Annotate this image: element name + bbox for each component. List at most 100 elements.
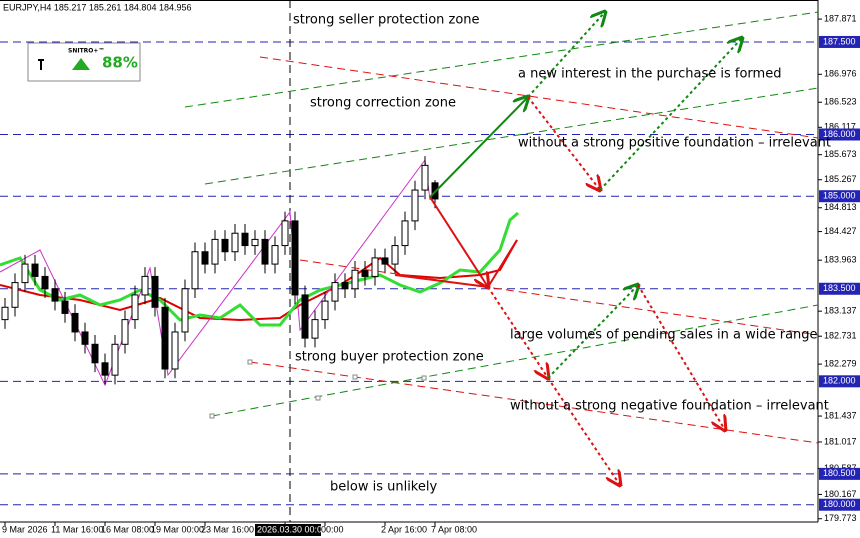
indicator-trend <box>72 58 90 70</box>
y-tick-label: 180.167 <box>824 489 857 499</box>
forecast-arrow <box>394 274 489 288</box>
y-tick-label: 184.427 <box>824 226 857 236</box>
candle-body <box>11 282 19 308</box>
forecast-arrow <box>487 239 518 288</box>
anchor <box>209 413 215 419</box>
candle-body <box>191 251 199 290</box>
candle-body <box>151 275 159 308</box>
level-label: 182.000 <box>823 376 856 386</box>
candle-body <box>301 294 309 339</box>
y-tick-label: 185.267 <box>824 174 857 184</box>
level-label: 180.000 <box>823 499 856 509</box>
x-tick-label: 23 Mar 16:00 <box>201 524 254 534</box>
x-tick-label: 2026.03.30 00:00 <box>257 524 327 534</box>
candle-body <box>421 164 429 191</box>
annotation: large volumes of pending sales in a wide… <box>510 328 818 343</box>
candle-body <box>361 269 369 277</box>
candle-body <box>41 275 49 290</box>
anchor <box>315 395 321 401</box>
y-tick-label: 181.017 <box>824 436 857 446</box>
trend-line <box>184 11 819 108</box>
candle-body <box>381 257 389 265</box>
y-tick-label: 182.279 <box>824 358 857 368</box>
level-label: 186.000 <box>823 129 856 139</box>
level-label-bg <box>819 498 860 511</box>
candle-body <box>231 232 239 253</box>
indicator-value: 88% <box>102 54 138 72</box>
candle-body <box>141 275 149 296</box>
candle-body <box>121 319 129 345</box>
y-tick-label: 183.963 <box>824 255 857 265</box>
y-tick-label: 186.523 <box>824 97 857 107</box>
trend-line <box>211 304 819 417</box>
anchor <box>421 375 427 381</box>
candle-body <box>401 220 409 247</box>
level-label-bg <box>819 467 860 480</box>
candle-body <box>171 331 179 370</box>
y-tick-label: 186.976 <box>824 69 857 79</box>
candle-body <box>181 288 189 333</box>
level-label-bg <box>819 282 860 295</box>
trend-line <box>299 259 819 336</box>
level-label-bg <box>819 128 860 141</box>
candle-body <box>291 220 299 296</box>
candle-body <box>91 343 99 364</box>
symbol-header: EURJPY,H4 185.217 185.261 184.804 184.95… <box>3 2 192 12</box>
indicator-icon <box>38 59 44 70</box>
candle-body <box>81 331 89 345</box>
ichimoku-span-a <box>0 211 519 327</box>
level-label: 180.500 <box>823 468 856 478</box>
candle-body <box>391 245 399 265</box>
level-label-bg <box>819 375 860 388</box>
candle-body <box>111 343 119 376</box>
anchor <box>247 359 253 365</box>
candle-body <box>341 282 349 290</box>
ichimoku-span-b <box>0 239 518 322</box>
candle-body <box>1 306 9 321</box>
annotation: below is unlikely <box>330 480 437 495</box>
annotation: without a strong positive foundation – i… <box>518 136 831 151</box>
candle-body <box>271 245 279 265</box>
level-label: 183.500 <box>823 283 856 293</box>
forecast-arrow <box>429 196 488 287</box>
y-tick-label: 181.437 <box>824 410 857 420</box>
level-label: 187.500 <box>823 36 856 46</box>
candle-body <box>411 189 419 222</box>
forecast-arrow <box>527 96 600 190</box>
candle-body <box>351 269 359 290</box>
y-tick-label: 179.773 <box>824 513 857 523</box>
forecast-arrow <box>637 284 725 430</box>
trend-line <box>249 361 819 444</box>
y-tick-label: 183.137 <box>824 306 857 316</box>
candle-body <box>251 238 259 247</box>
indicator-name: SNITRO+™ <box>68 48 104 55</box>
y-tick-label: 187.871 <box>824 13 857 23</box>
x-tick-label: 11 Mar 16:00 <box>51 524 103 534</box>
candle-body <box>311 319 319 339</box>
candle-body <box>51 288 59 302</box>
annotation: without a strong negative foundation – i… <box>510 399 829 414</box>
forecast-arrow <box>487 286 548 378</box>
candle-body <box>371 257 379 277</box>
x-tick-label: 7 Apr 08:00 <box>431 524 477 534</box>
candle-body <box>331 282 339 302</box>
candle-body <box>131 294 139 321</box>
forecast-arrow <box>599 38 742 191</box>
candle-body <box>281 220 289 247</box>
level-label-bg <box>819 190 860 203</box>
y-tick-label: 186.117 <box>824 122 856 132</box>
candle-body <box>321 300 329 321</box>
candle-body <box>161 306 169 370</box>
zigzag <box>0 158 431 387</box>
x-tick-label: 00:00 <box>321 524 344 534</box>
candle-body <box>201 251 209 265</box>
candle-body <box>211 238 219 265</box>
forecast-arrow <box>527 12 605 98</box>
level-label-bg <box>819 35 860 48</box>
x-tick-label-bg <box>255 524 321 536</box>
x-tick-label: 9 Mar 2026 <box>2 524 48 534</box>
x-tick-label: 16 Mar 08:00 <box>101 524 154 534</box>
x-tick-label: 2 Apr 16:00 <box>381 524 427 534</box>
